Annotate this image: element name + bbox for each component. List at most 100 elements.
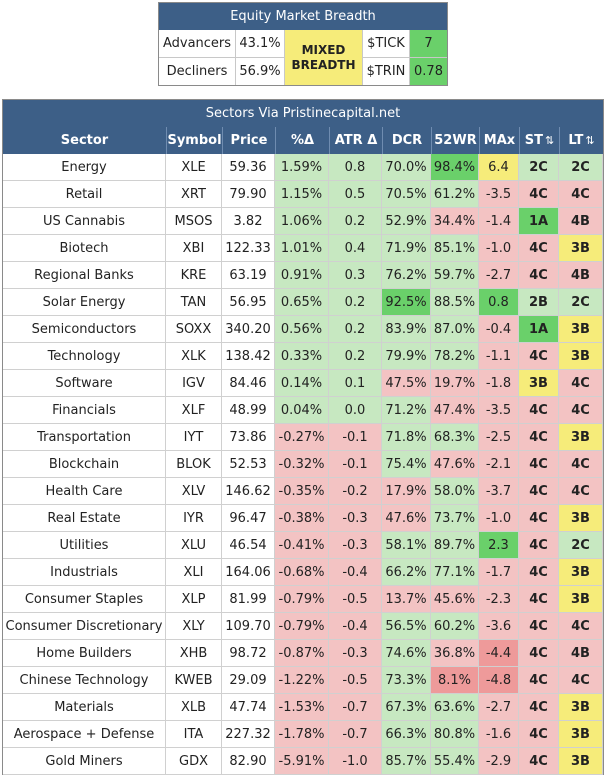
tick-label: $TICK (362, 30, 410, 58)
cell-dcr: 47.5% (382, 370, 431, 397)
cell-pct: -0.68% (275, 559, 329, 586)
breadth-status-line2: BREADTH (291, 57, 356, 72)
cell-st: 4C (519, 586, 559, 613)
column-header-symbol: Symbol (166, 127, 222, 154)
cell-atr: -0.7 (329, 721, 382, 748)
cell-sector: Biotech (3, 235, 166, 262)
cell-lt: 4C (559, 478, 603, 505)
cell-atr: -0.3 (329, 640, 382, 667)
cell-symbol: XRT (166, 181, 222, 208)
cell-dcr: 13.7% (382, 586, 431, 613)
cell-pct: 0.56% (275, 316, 329, 343)
trin-value: 0.78 (410, 58, 447, 85)
cell-pct: 1.01% (275, 235, 329, 262)
cell-dcr: 83.9% (382, 316, 431, 343)
cell-max: -3.5 (479, 181, 519, 208)
cell-st: 4C (519, 181, 559, 208)
cell-wr: 68.3% (431, 424, 479, 451)
cell-pct: -0.87% (275, 640, 329, 667)
cell-max: -2.7 (479, 262, 519, 289)
breadth-status-badge: MIXED BREADTH (285, 30, 362, 85)
cell-pct: 0.91% (275, 262, 329, 289)
cell-symbol: XLU (166, 532, 222, 559)
table-row: Health Care XLV 146.62 -0.35% -0.2 17.9% 58.0%… (3, 478, 603, 505)
market-breadth-panel: Equity Market Breadth Advancers 43.1% De… (158, 2, 448, 86)
column-header-st[interactable]: ST ⇅ (519, 127, 559, 154)
cell-pct: 0.65% (275, 289, 329, 316)
cell-wr: 55.4% (431, 748, 479, 775)
cell-atr: 0.8 (329, 154, 382, 181)
cell-symbol: XLE (166, 154, 222, 181)
cell-lt: 4B (559, 208, 603, 235)
cell-dcr: 71.8% (382, 424, 431, 451)
column-header-dcr: DCR (382, 127, 431, 154)
cell-dcr: 66.3% (382, 721, 431, 748)
cell-lt: 4C (559, 181, 603, 208)
cell-pct: -0.38% (275, 505, 329, 532)
cell-dcr: 56.5% (382, 613, 431, 640)
cell-dcr: 85.7% (382, 748, 431, 775)
cell-max: -2.9 (479, 748, 519, 775)
cell-wr: 34.4% (431, 208, 479, 235)
decliners-value: 56.9% (236, 58, 285, 85)
table-row: Utilities XLU 46.54 -0.41% -0.3 58.1% 89.7% 2.3… (3, 532, 603, 559)
cell-st: 4C (519, 235, 559, 262)
cell-st: 4C (519, 478, 559, 505)
cell-symbol: XLV (166, 478, 222, 505)
cell-wr: 45.6% (431, 586, 479, 613)
cell-symbol: XHB (166, 640, 222, 667)
sort-icon[interactable]: ⇅ (585, 134, 595, 147)
cell-st: 2B (519, 289, 559, 316)
table-row: Solar Energy TAN 56.95 0.65% 0.2 92.5% 88.5% 0.… (3, 289, 603, 316)
table-row: Energy XLE 59.36 1.59% 0.8 70.0% 98.4% 6.4 2C 2C (3, 154, 603, 181)
column-header-pct: %Δ (275, 127, 329, 154)
column-header-lt[interactable]: LT ⇅ (559, 127, 603, 154)
cell-symbol: GDX (166, 748, 222, 775)
cell-lt: 4C (559, 451, 603, 478)
cell-pct: -0.35% (275, 478, 329, 505)
cell-atr: -0.4 (329, 559, 382, 586)
table-row: Technology XLK 138.42 0.33% 0.2 79.9% 78.2% -1.… (3, 343, 603, 370)
cell-dcr: 52.9% (382, 208, 431, 235)
column-header-atr: ATR Δ (329, 127, 382, 154)
cell-symbol: XLP (166, 586, 222, 613)
trin-label: $TRIN (362, 58, 410, 85)
cell-sector: Consumer Staples (3, 586, 166, 613)
cell-sector: Industrials (3, 559, 166, 586)
cell-symbol: IYT (166, 424, 222, 451)
cell-lt: 3B (559, 748, 603, 775)
cell-max: 6.4 (479, 154, 519, 181)
cell-atr: 0.2 (329, 343, 382, 370)
cell-dcr: 73.3% (382, 667, 431, 694)
cell-atr: -0.1 (329, 424, 382, 451)
cell-sector: Aerospace + Defense (3, 721, 166, 748)
cell-dcr: 17.9% (382, 478, 431, 505)
cell-dcr: 75.4% (382, 451, 431, 478)
cell-price: 63.19 (222, 262, 275, 289)
cell-symbol: XLB (166, 694, 222, 721)
cell-sector: Software (3, 370, 166, 397)
cell-st: 4C (519, 748, 559, 775)
table-row: Consumer Staples XLP 81.99 -0.79% -0.5 13.7% 4… (3, 586, 603, 613)
cell-atr: -0.5 (329, 667, 382, 694)
cell-max: -3.7 (479, 478, 519, 505)
sort-icon[interactable]: ⇅ (545, 134, 555, 147)
cell-price: 82.90 (222, 748, 275, 775)
cell-price: 122.33 (222, 235, 275, 262)
cell-atr: 0.0 (329, 397, 382, 424)
cell-sector: Solar Energy (3, 289, 166, 316)
cell-st: 4C (519, 451, 559, 478)
table-row: Semiconductors SOXX 340.20 0.56% 0.2 83.9% 87.… (3, 316, 603, 343)
column-header-label: %Δ (290, 133, 315, 148)
cell-st: 4C (519, 397, 559, 424)
cell-pct: -1.53% (275, 694, 329, 721)
cell-max: 2.3 (479, 532, 519, 559)
cell-symbol: TAN (166, 289, 222, 316)
cell-price: 56.95 (222, 289, 275, 316)
cell-wr: 58.0% (431, 478, 479, 505)
cell-atr: -0.3 (329, 532, 382, 559)
cell-pct: -0.79% (275, 613, 329, 640)
cell-dcr: 92.5% (382, 289, 431, 316)
cell-sector: Semiconductors (3, 316, 166, 343)
cell-sector: Financials (3, 397, 166, 424)
